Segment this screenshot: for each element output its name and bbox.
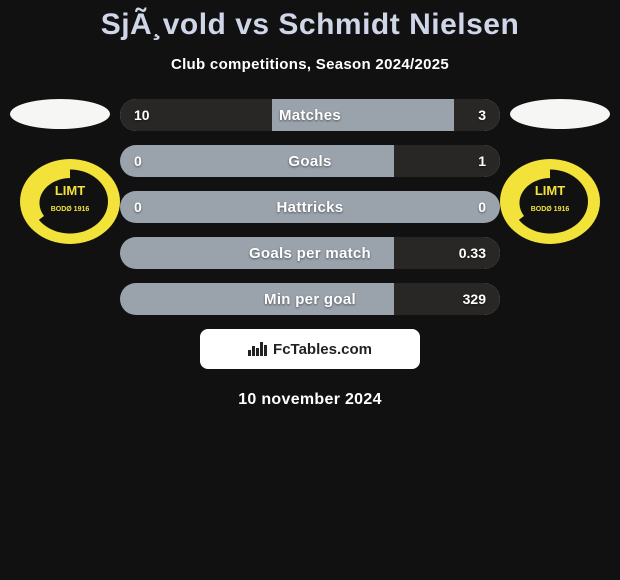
stat-pill: Min per goal 329 <box>120 283 500 315</box>
page-title: SjÃ¸vold vs Schmidt Nielsen <box>0 0 620 42</box>
stat-label: Min per goal <box>264 291 356 308</box>
stat-value-left: 10 <box>134 107 150 123</box>
stat-row: Min per goal 329 <box>120 283 500 315</box>
club-crest-left: LIMT BODØ 1916 <box>20 159 120 244</box>
stat-value-right: 0.33 <box>459 245 486 261</box>
stat-value-right: 3 <box>478 107 486 123</box>
player-placeholder-right <box>510 99 610 129</box>
stat-label: Matches <box>279 107 341 124</box>
stat-pill: 10 Matches 3 <box>120 99 500 131</box>
club-crest-right: LIMT BODØ 1916 <box>500 159 600 244</box>
stat-label: Goals per match <box>249 245 371 262</box>
stat-value-left: 0 <box>134 199 142 215</box>
player-placeholder-left <box>10 99 110 129</box>
brand-text: FcTables.com <box>273 341 372 358</box>
stat-row: 10 Matches 3 <box>120 99 500 131</box>
stat-value-left: 0 <box>134 153 142 169</box>
svg-text:LIMT: LIMT <box>535 183 565 198</box>
stat-label: Hattricks <box>277 199 344 216</box>
svg-text:BODØ 1916: BODØ 1916 <box>531 206 570 213</box>
stat-row: 0 Goals 1 <box>120 145 500 177</box>
page-subtitle: Club competitions, Season 2024/2025 <box>0 56 620 73</box>
bar-chart-icon <box>248 342 267 356</box>
footer-date: 10 november 2024 <box>0 391 620 409</box>
stat-value-right: 0 <box>478 199 486 215</box>
comparison-area: LIMT BODØ 1916 LIMT BODØ 1916 10 Matches… <box>0 99 620 409</box>
stat-pill: 0 Hattricks 0 <box>120 191 500 223</box>
brand-badge: FcTables.com <box>200 329 420 369</box>
stat-row: 0 Hattricks 0 <box>120 191 500 223</box>
svg-text:BODØ 1916: BODØ 1916 <box>51 206 90 213</box>
stat-rows: 10 Matches 3 0 Goals 1 0 Hattricks 0 Goa… <box>120 99 500 315</box>
stat-pill: 0 Goals 1 <box>120 145 500 177</box>
stat-value-right: 1 <box>478 153 486 169</box>
stat-pill: Goals per match 0.33 <box>120 237 500 269</box>
svg-text:LIMT: LIMT <box>55 183 85 198</box>
stat-value-right: 329 <box>463 291 486 307</box>
stat-label: Goals <box>288 153 331 170</box>
stat-fill-right <box>454 99 500 131</box>
stat-row: Goals per match 0.33 <box>120 237 500 269</box>
